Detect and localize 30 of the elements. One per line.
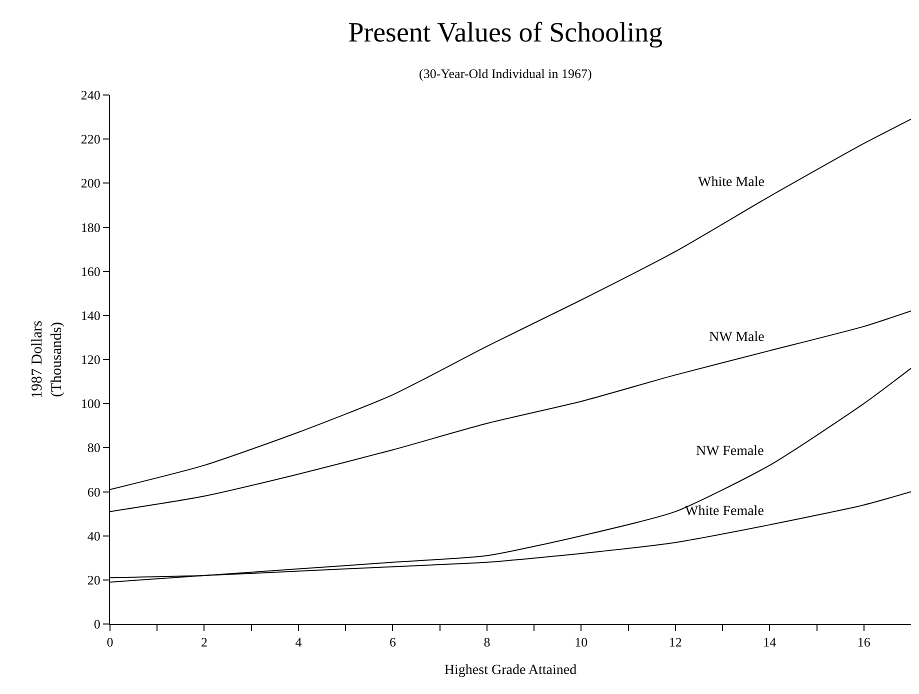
y-tick-label: 60: [87, 484, 100, 500]
x-axis-title: Highest Grade Attained: [444, 662, 577, 678]
y-tick-label: 100: [80, 396, 100, 412]
y-tick-label: 160: [80, 264, 100, 279]
chart-subtitle: (30-Year-Old Individual in 1967): [419, 66, 592, 82]
x-tick-label: 10: [574, 634, 588, 650]
x-tick-label: 14: [763, 634, 777, 650]
x-tick-label: 2: [200, 634, 208, 650]
y-tick-label: 180: [80, 220, 100, 235]
y-tick-label: 120: [80, 352, 100, 368]
series-label: NW Male: [709, 330, 764, 345]
series-label: NW Female: [696, 444, 764, 459]
y-axis-title: 1987 Dollars (Thousands): [30, 320, 66, 398]
chart-title: Present Values of Schooling: [348, 18, 663, 49]
y-tick-label: 140: [80, 308, 100, 323]
y-tick-label: 200: [80, 176, 100, 191]
y-tick-label: 80: [87, 440, 100, 456]
series-label: White Female: [685, 504, 764, 519]
y-tick-label: 40: [87, 528, 100, 544]
x-tick-label: 4: [295, 634, 302, 650]
y-tick-label: 220: [80, 132, 100, 147]
y-tick-label: 240: [80, 88, 100, 103]
x-tick-label: 8: [484, 634, 490, 650]
y-tick-label: 20: [87, 572, 100, 588]
series-label: White Male: [698, 175, 764, 190]
x-tick-label: 6: [389, 634, 396, 650]
x-tick-label: 0: [106, 634, 114, 650]
y-tick-label: 0: [94, 616, 100, 632]
x-tick-label: 12: [668, 634, 682, 650]
x-tick-label: 16: [857, 634, 871, 650]
